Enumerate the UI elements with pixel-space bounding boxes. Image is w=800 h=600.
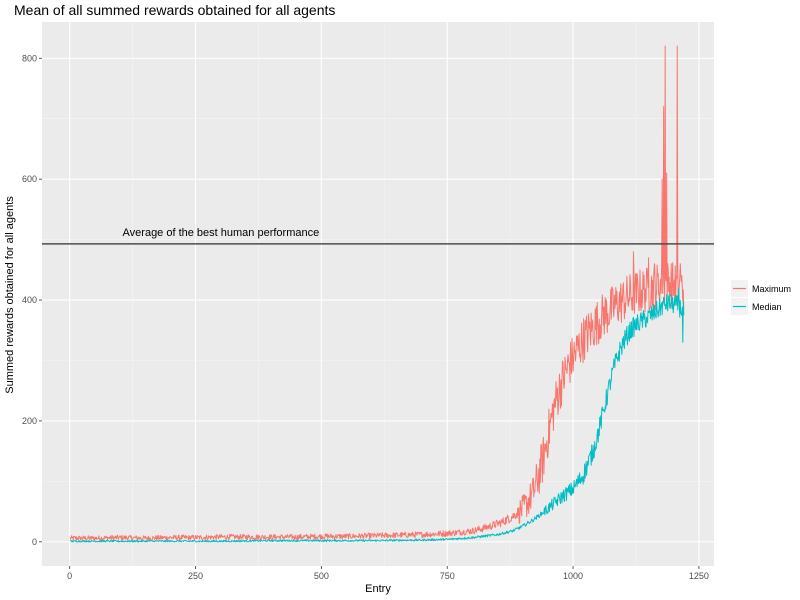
legend: Maximum Median — [731, 280, 791, 315]
y-axis-title: Summed rewards obtained for all agents — [4, 196, 16, 394]
y-tick-label: 400 — [22, 295, 37, 305]
x-tick-label: 500 — [314, 571, 329, 581]
series-line-maximum — [69, 45, 685, 542]
series-line-median — [70, 287, 685, 543]
y-tick-label: 600 — [22, 174, 37, 184]
legend-label-maximum: Maximum — [752, 284, 791, 294]
y-tick-label: 800 — [22, 53, 37, 63]
human-performance-label: Average of the best human performance — [123, 227, 320, 239]
x-axis-title: Entry — [365, 583, 391, 595]
chart-title: Mean of all summed rewards obtained for … — [14, 2, 335, 18]
y-tick-label: 0 — [32, 537, 37, 547]
legend-label-median: Median — [752, 302, 782, 312]
x-tick-label: 1250 — [689, 571, 709, 581]
series-layer — [69, 45, 685, 543]
x-tick-label: 0 — [67, 571, 72, 581]
x-tick-label: 1000 — [563, 571, 583, 581]
x-tick-label: 250 — [188, 571, 203, 581]
y-tick-label: 200 — [22, 416, 37, 426]
x-axis-ticks: 0 250 500 750 1000 1250 — [67, 566, 709, 581]
plot-panel — [42, 22, 714, 566]
minor-gridlines — [42, 22, 714, 566]
y-axis-ticks: 0 200 400 600 800 — [22, 53, 42, 547]
x-tick-label: 750 — [440, 571, 455, 581]
